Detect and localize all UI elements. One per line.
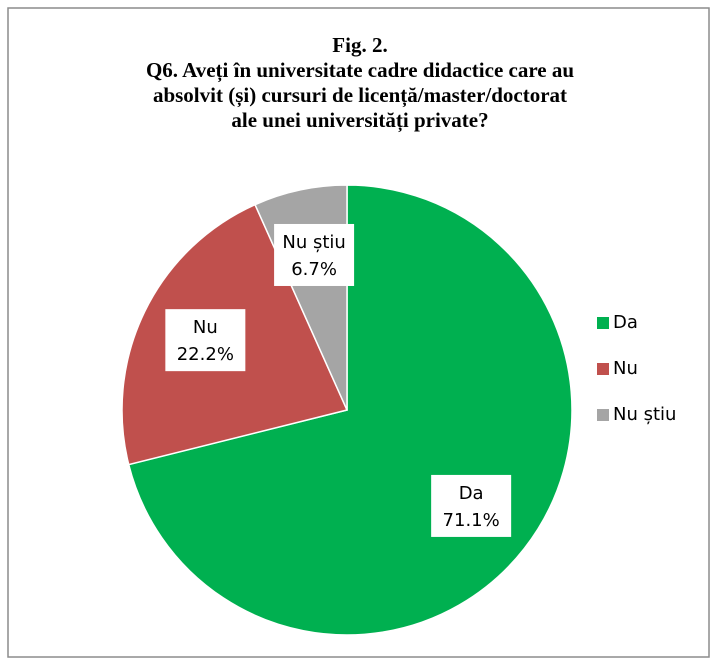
chart-title: ale unei universități private? [231, 108, 488, 133]
legend-swatch [597, 363, 609, 375]
legend-label: Nu [613, 358, 638, 379]
data-label-category: Nu știu [282, 232, 345, 253]
data-label-category: Da [459, 483, 484, 504]
data-label: 71.1% [443, 510, 500, 531]
chart-title: absolvit (și) cursuri de licență/master/… [153, 83, 567, 108]
data-label-category: Nu [193, 317, 218, 338]
legend-label: Da [613, 312, 638, 333]
chart-title: Q6. Aveți în universitate cadre didactic… [146, 58, 574, 83]
data-label-box [431, 474, 512, 537]
data-label: 6.7% [291, 259, 337, 280]
chart-title: Fig. 2. [332, 33, 387, 57]
data-label-box [165, 309, 246, 372]
legend-swatch [597, 317, 609, 329]
data-label-box [274, 223, 355, 286]
data-label: 22.2% [177, 344, 234, 365]
legend-swatch [597, 409, 609, 421]
legend-label: Nu știu [613, 404, 676, 425]
